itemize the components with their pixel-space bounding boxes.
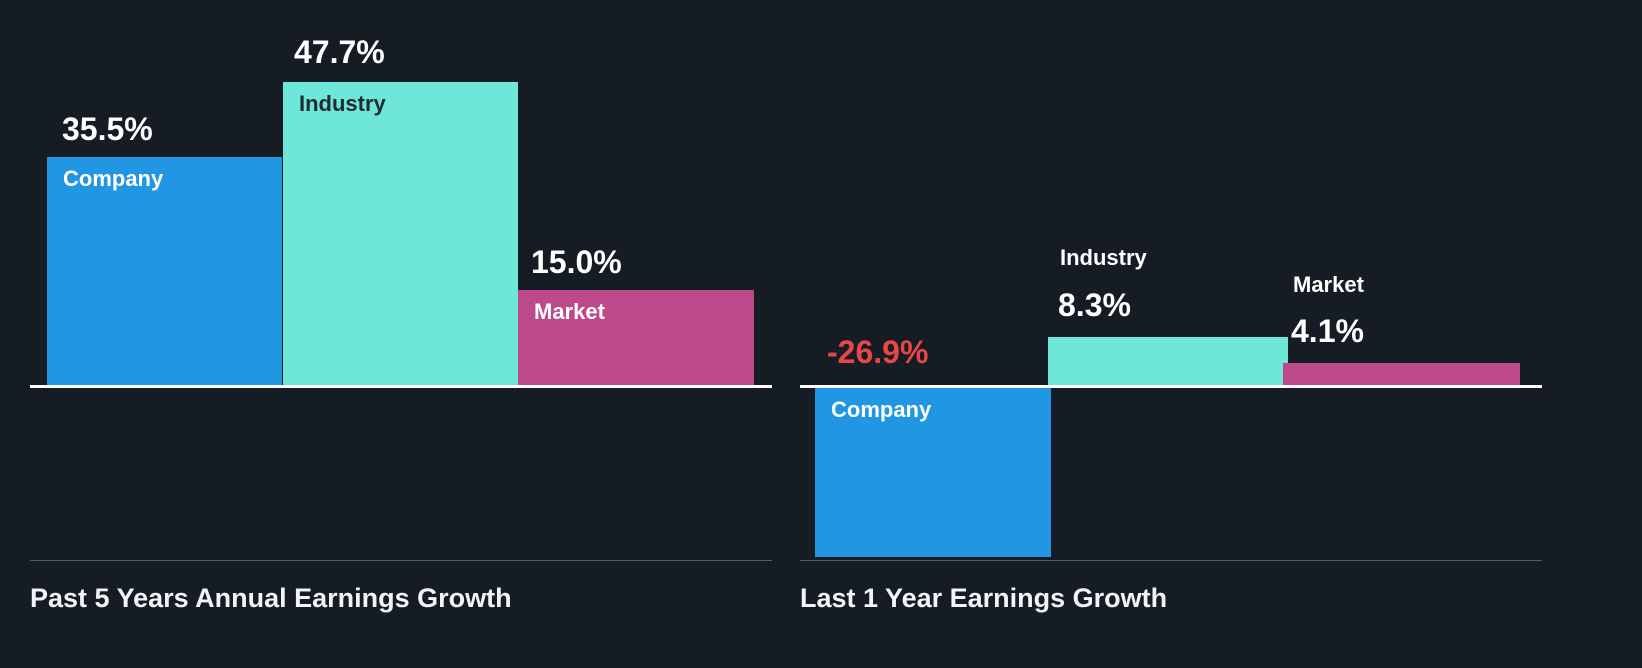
chart-title-last-1-year: Last 1 Year Earnings Growth	[800, 583, 1168, 613]
bar-company-5y[interactable]: Company	[47, 157, 282, 387]
footer-divider-1y	[800, 560, 1542, 561]
bar-label-market-5y: Market	[534, 299, 605, 324]
bar-market-5y[interactable]: Market	[518, 290, 754, 387]
bar-label-industry-1y: Industry	[1060, 245, 1147, 270]
zero-baseline-5y	[30, 385, 772, 388]
bar-label-market-1y: Market	[1293, 272, 1364, 297]
past-5-years-plot-area: 35.5% Company 47.7% Industry 15.0% Marke…	[0, 0, 790, 560]
bar-label-company-5y: Company	[63, 166, 164, 191]
bar-industry-1y[interactable]	[1048, 337, 1288, 387]
bar-value-company-1y: -26.9%	[827, 334, 929, 370]
chart-title-past-5-years: Past 5 Years Annual Earnings Growth	[30, 583, 512, 613]
past-5-years-chart-panel: 35.5% Company 47.7% Industry 15.0% Marke…	[0, 0, 790, 668]
bar-value-industry-5y: 47.7%	[294, 34, 385, 70]
bar-label-company-1y: Company	[831, 397, 932, 422]
bar-value-market-5y: 15.0%	[531, 244, 622, 280]
bar-value-industry-1y: 8.3%	[1058, 287, 1131, 323]
bar-value-company-5y: 35.5%	[62, 111, 153, 147]
bar-value-market-1y: 4.1%	[1291, 313, 1364, 349]
bar-market-1y[interactable]	[1283, 363, 1520, 387]
last-1-year-plot-area: -26.9% Company Industry 8.3% Market 4.1%	[790, 0, 1642, 560]
last-1-year-chart-panel: -26.9% Company Industry 8.3% Market 4.1%…	[790, 0, 1642, 668]
bar-company-1y[interactable]: Company	[815, 388, 1051, 557]
bar-label-industry-5y: Industry	[299, 91, 386, 116]
bar-industry-5y[interactable]: Industry	[283, 82, 518, 387]
footer-divider-5y	[30, 560, 772, 561]
zero-baseline-1y	[800, 385, 1542, 388]
